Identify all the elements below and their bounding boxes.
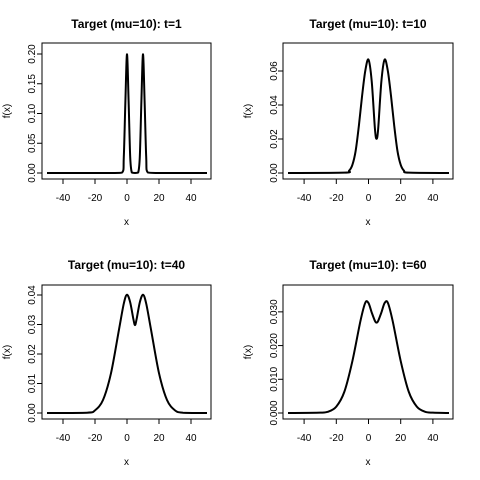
x-tick-label: 20 <box>395 433 407 444</box>
x-tick-label: 40 <box>185 193 197 204</box>
density-line-1 <box>47 53 207 174</box>
density-line-1 <box>287 58 450 174</box>
y-axis-label: f(x) <box>2 104 13 118</box>
y-tick-label: 0.030 <box>269 299 280 324</box>
y-tick-label: 0.05 <box>27 133 38 153</box>
x-tick-label: 0 <box>124 433 130 444</box>
y-tick-label: 0.06 <box>269 61 280 81</box>
x-tick-label: -20 <box>329 433 344 444</box>
x-axis-label: x <box>366 457 371 468</box>
x-tick-label: 40 <box>185 433 197 444</box>
chart-title: Target (mu=10): t=1 <box>71 17 182 31</box>
x-axis-label: x <box>124 457 129 468</box>
chart-panel-1: Target (mu=10): t=1 -40 -20 0 20 40 0.00 0.05 0.… <box>2 17 212 228</box>
y-axis-label: f(x) <box>243 345 254 359</box>
density-line-1 <box>287 300 450 414</box>
x-tick-label: 20 <box>395 193 407 204</box>
y-tick-label: 0.000 <box>269 400 280 425</box>
y-tick-label: 0.010 <box>269 366 280 391</box>
y-tick-label: 0.02 <box>27 344 38 364</box>
y-tick-label: 0.15 <box>27 74 38 94</box>
chart-title: Target (mu=10): t=40 <box>68 258 185 272</box>
y-tick-label: 0.02 <box>269 129 280 149</box>
x-tick-label: 20 <box>153 433 165 444</box>
y-tick-label: 0.01 <box>27 373 38 393</box>
x-tick-label: -20 <box>88 193 103 204</box>
x-axis-label: x <box>366 217 371 228</box>
chart-panel-4: Target (mu=10): t=60 -40 -20 0 20 40 0.000 0.01… <box>243 258 454 468</box>
plot-frame <box>282 284 454 420</box>
y-tick-label: 0.03 <box>27 314 38 334</box>
plot-frame <box>282 42 454 180</box>
y-tick-label: 0.04 <box>27 285 38 305</box>
y-tick-label: 0.04 <box>269 95 280 115</box>
x-tick-label: 40 <box>427 433 439 444</box>
x-tick-label: 0 <box>366 193 372 204</box>
y-axis-label: f(x) <box>2 345 13 359</box>
x-tick-label: 40 <box>427 193 439 204</box>
density-line-1 <box>46 293 208 414</box>
y-axis-label: f(x) <box>243 104 254 118</box>
chart-title: Target (mu=10): t=10 <box>309 17 426 31</box>
chart-panel-2: Target (mu=10): t=10 -40 -20 0 20 40 0.00 0.02 0… <box>243 17 454 228</box>
x-tick-label: -40 <box>56 193 71 204</box>
x-tick-label: 0 <box>124 193 130 204</box>
y-tick-label: 0.00 <box>269 163 280 183</box>
x-tick-label: -40 <box>56 433 71 444</box>
y-tick-label: 0.20 <box>27 44 38 64</box>
y-tick-label: 0.00 <box>27 403 38 423</box>
x-tick-label: -20 <box>88 433 103 444</box>
chart-title: Target (mu=10): t=60 <box>309 258 426 272</box>
x-tick-label: -40 <box>297 433 312 444</box>
y-tick-label: 0.020 <box>269 333 280 358</box>
x-tick-label: -40 <box>297 193 312 204</box>
y-tick-label: 0.00 <box>27 163 38 183</box>
plot-frame <box>41 284 212 420</box>
x-axis-label: x <box>124 217 129 228</box>
x-tick-label: -20 <box>329 193 344 204</box>
x-tick-label: 0 <box>366 433 372 444</box>
x-tick-label: 20 <box>153 193 165 204</box>
y-tick-label: 0.10 <box>27 103 38 123</box>
chart-panel-3: Target (mu=10): t=40 -40 -20 0 20 40 0.00 0.01 0… <box>2 258 212 468</box>
